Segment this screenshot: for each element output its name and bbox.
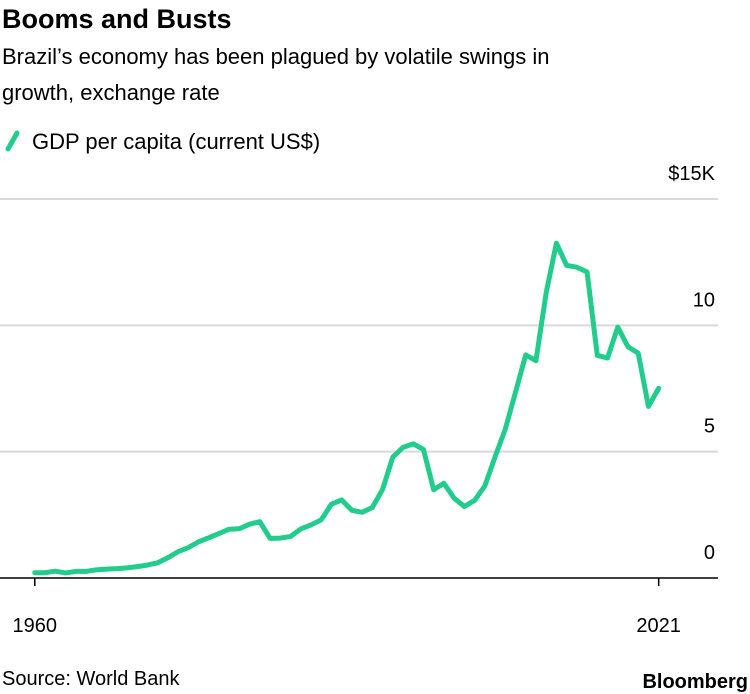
chart-title: Booms and Busts [2, 4, 232, 34]
x-tick-label: 1960 [13, 615, 58, 637]
y-tick-label: $15K [668, 163, 715, 185]
legend-swatch [5, 130, 20, 152]
y-tick-label: 5 [704, 416, 715, 438]
y-tick-label: 0 [704, 542, 715, 564]
legend-label: GDP per capita (current US$) [32, 129, 320, 154]
x-tick-label: 2021 [636, 615, 681, 637]
brand: Bloomberg [642, 671, 748, 693]
source: Source: World Bank [2, 668, 180, 690]
chart-subtitle: Brazil’s economy has been plagued by vol… [2, 44, 549, 69]
chart-subtitle: growth, exchange rate [2, 80, 220, 105]
y-tick-label: 10 [693, 289, 715, 311]
data-line [32, 240, 662, 576]
